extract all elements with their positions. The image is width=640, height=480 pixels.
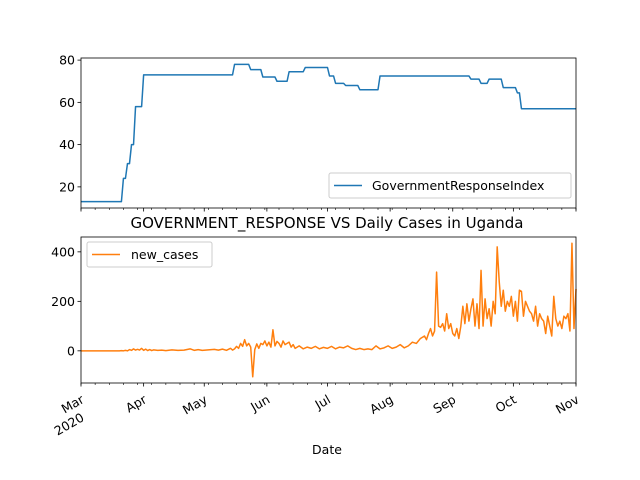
y-tick-label: 200: [51, 294, 75, 309]
new-cases-legend: new_cases: [86, 241, 213, 268]
y-tick-label: 400: [51, 244, 75, 259]
axes-frame: [80, 236, 577, 384]
y-tick-label: 0: [67, 343, 75, 358]
x-axis-title: Date: [312, 442, 342, 457]
legend-box: [328, 172, 572, 199]
series-line-government-response-index: [81, 63, 576, 203]
government-response-chart: 20 40 60 80 GovernmentResponseIndex: [59, 53, 577, 212]
legend-box: [86, 241, 213, 268]
series-line-new-cases: [81, 242, 577, 378]
y-tick-label: 60: [59, 95, 75, 110]
new-cases-chart: 0 200 400 new_cases: [51, 236, 577, 387]
y-tick-label: 20: [59, 179, 75, 194]
x-tick-label: Jul: [312, 392, 333, 413]
government-response-legend: GovernmentResponseIndex: [328, 172, 572, 199]
y-tick-label: 40: [59, 137, 75, 152]
y-tick-label: 80: [59, 53, 75, 68]
axes-frame: [80, 57, 577, 209]
new-cases-plot-area: 0 200 400: [51, 236, 577, 387]
government-response-plot-area: 20 40 60 80: [59, 53, 577, 212]
legend-label-new-cases: new_cases: [131, 247, 198, 262]
legend-label-government-response: GovernmentResponseIndex: [372, 178, 544, 193]
chart-title: GOVERNMENT_RESPONSE VS Daily Cases in Ug…: [130, 214, 523, 233]
